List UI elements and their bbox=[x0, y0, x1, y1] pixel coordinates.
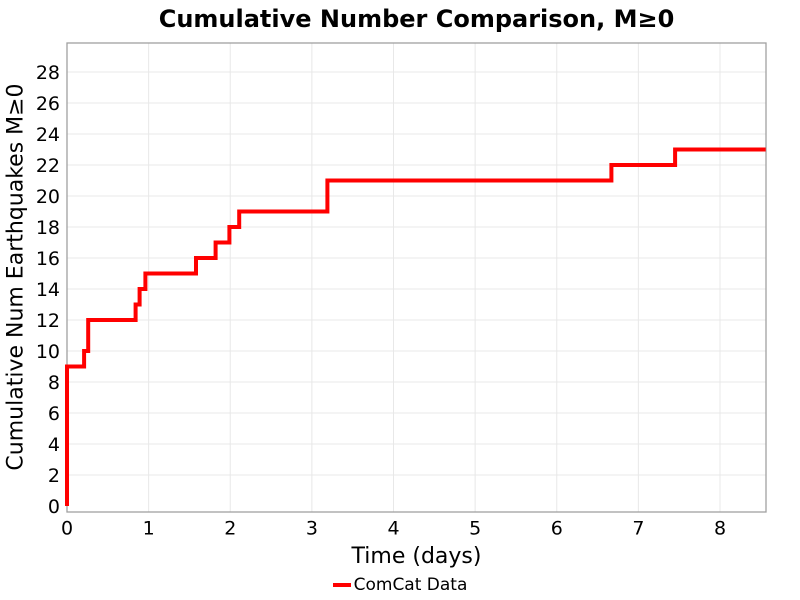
x-tick-label: 4 bbox=[387, 518, 399, 540]
y-tick-label: 14 bbox=[36, 279, 60, 301]
chart-title: Cumulative Number Comparison, M≥0 bbox=[158, 5, 675, 33]
y-tick-label: 28 bbox=[36, 62, 60, 84]
legend-label: ComCat Data bbox=[353, 575, 468, 595]
gridlines bbox=[67, 43, 766, 512]
y-tick-label: 4 bbox=[48, 434, 60, 456]
y-tick-label: 0 bbox=[48, 496, 60, 518]
x-tick-label: 3 bbox=[306, 518, 318, 540]
y-tick-label: 12 bbox=[36, 310, 60, 332]
legend: ComCat Data bbox=[0, 575, 800, 595]
y-tick-label: 10 bbox=[36, 341, 60, 363]
plot-border bbox=[66, 42, 767, 513]
x-tick-label: 8 bbox=[714, 518, 726, 540]
x-tick-label: 7 bbox=[632, 518, 644, 540]
x-tick-label: 2 bbox=[224, 518, 236, 540]
y-tick-label: 24 bbox=[36, 124, 60, 146]
x-tick-label: 1 bbox=[143, 518, 155, 540]
y-tick-label: 2 bbox=[48, 465, 60, 487]
x-tick-label: 5 bbox=[469, 518, 481, 540]
y-tick-label: 22 bbox=[36, 155, 60, 177]
legend-line-swatch bbox=[332, 583, 351, 587]
y-tick-label: 20 bbox=[36, 186, 60, 208]
y-tick-label: 6 bbox=[48, 403, 60, 425]
x-tick-labels: 0 1 2 3 4 5 6 7 8 bbox=[61, 518, 726, 540]
y-tick-label: 26 bbox=[36, 93, 60, 115]
y-tick-label: 8 bbox=[48, 372, 60, 394]
y-tick-label: 18 bbox=[36, 217, 60, 239]
series-line-comcat-data bbox=[65, 147, 766, 506]
x-axis-label: Time (days) bbox=[351, 544, 482, 569]
x-tick-label: 6 bbox=[551, 518, 563, 540]
y-tick-label: 16 bbox=[36, 248, 60, 270]
x-tick-label: 0 bbox=[61, 518, 73, 540]
y-axis-label: Cumulative Num Earthquakes M≥0 bbox=[3, 83, 29, 471]
